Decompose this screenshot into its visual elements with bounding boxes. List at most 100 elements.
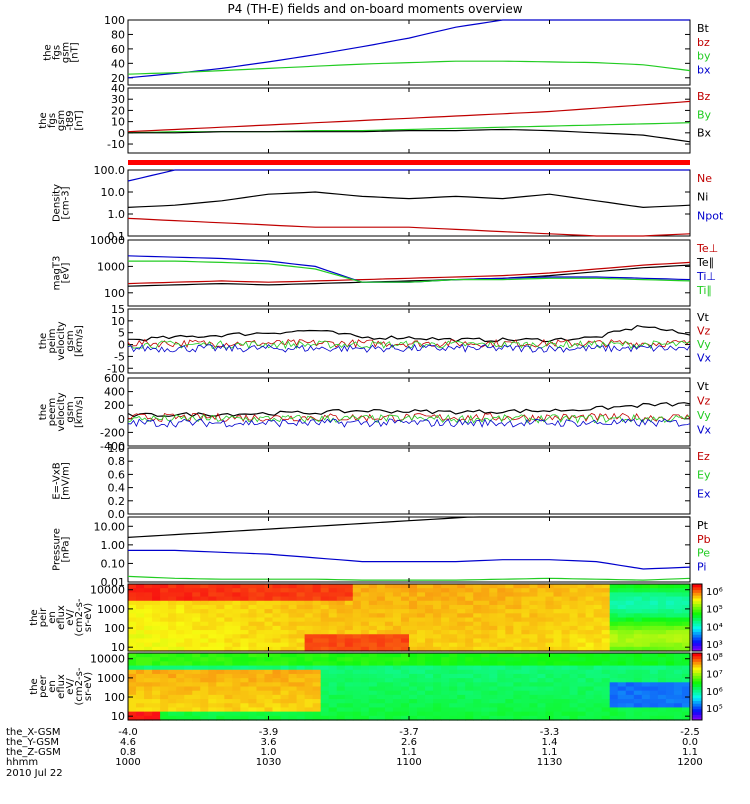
- p10-spectrogram-cell: [457, 682, 466, 688]
- p9-spectrogram-cell: [336, 584, 346, 589]
- p9-spectrogram-cell: [176, 604, 185, 610]
- p9-spectrogram-cell: [208, 584, 217, 589]
- p10-spectrogram-cell: [569, 715, 579, 721]
- p10-spectrogram-cell: [248, 682, 258, 688]
- p9-spectrogram-cell: [601, 617, 611, 623]
- p10-spectrogram-cell: [400, 715, 410, 721]
- p10-spectrogram-cell: [489, 707, 498, 713]
- p9-spectrogram-cell: [376, 621, 386, 627]
- p10-spectrogram-cell: [497, 657, 506, 662]
- p10-spectrogram-cell: [625, 694, 635, 700]
- p10-spectrogram-cell: [585, 694, 595, 700]
- p10-spectrogram-cell: [376, 690, 386, 696]
- p10-colorbar-label: 10⁸: [706, 652, 723, 663]
- p10-spectrogram-cell: [392, 694, 402, 700]
- p10-spectrogram-cell: [232, 669, 241, 675]
- p9-spectrogram-cell: [681, 646, 691, 652]
- p9-spectrogram-cell: [553, 621, 563, 627]
- p10-spectrogram-cell: [168, 703, 177, 709]
- p10-spectrogram-cell: [585, 669, 595, 675]
- p8-legend-Pi: Pi: [697, 560, 706, 573]
- p9-spectrogram-cell: [441, 604, 450, 610]
- p10-spectrogram-cell: [248, 711, 258, 717]
- p9-spectrogram-cell: [352, 613, 362, 619]
- p9-spectrogram-cell: [433, 604, 442, 610]
- p9-spectrogram-cell: [561, 596, 571, 602]
- p10-spectrogram-cell: [368, 711, 378, 717]
- p9-spectrogram-cell: [657, 621, 667, 627]
- p9-spectrogram-cell: [505, 600, 514, 606]
- p10-spectrogram-cell: [569, 703, 579, 709]
- p9-spectrogram-cell: [465, 642, 474, 648]
- p9-spectrogram-cell: [593, 646, 603, 652]
- p9-spectrogram-cell: [216, 634, 225, 640]
- p9-spectrogram-cell: [208, 592, 217, 598]
- p10-spectrogram-cell: [336, 678, 346, 683]
- p10-colorbar-segment: [692, 683, 702, 687]
- p10-spectrogram-cell: [272, 694, 282, 700]
- p9-spectrogram-cell: [360, 592, 370, 598]
- p9-spectrogram-cell: [384, 588, 394, 593]
- p9-spectrogram-cell: [168, 638, 177, 644]
- p9-spectrogram-cell: [304, 584, 314, 589]
- p10-spectrogram-cell: [272, 711, 282, 717]
- p8-frame: [127, 516, 691, 583]
- p10-spectrogram-cell: [417, 669, 426, 675]
- p9-spectrogram-cell: [513, 634, 522, 640]
- p10-spectrogram-cell: [216, 711, 225, 717]
- p9-spectrogram-cell: [352, 596, 362, 602]
- p10-spectrogram-cell: [545, 669, 555, 675]
- p9-spectrogram-cell: [593, 642, 603, 648]
- p9-spectrogram-cell: [641, 604, 651, 610]
- p9-spectrogram-cell: [232, 588, 241, 593]
- p10-spectrogram-cell: [529, 715, 539, 721]
- p9-spectrogram-cell: [360, 584, 370, 589]
- p5-ytick-label: 10: [111, 315, 125, 328]
- p10-spectrogram-cell: [609, 690, 619, 696]
- p10-spectrogram-cell: [481, 653, 490, 658]
- p9-spectrogram-cell: [521, 638, 531, 644]
- p9-spectrogram-cell: [352, 609, 362, 614]
- p9-spectrogram-cell: [312, 584, 322, 589]
- p10-spectrogram-cell: [384, 653, 394, 658]
- p9-spectrogram-cell: [433, 630, 442, 635]
- p9-spectrogram-cell: [657, 600, 667, 606]
- p10-spectrogram-cell: [200, 699, 209, 704]
- p10-spectrogram-cell: [617, 669, 627, 675]
- p9-spectrogram-cell: [409, 621, 418, 627]
- p10-spectrogram-cell: [441, 657, 450, 662]
- p10-spectrogram-cell: [449, 673, 458, 679]
- p10-spectrogram-cell: [425, 661, 434, 667]
- p9-spectrogram-cell: [200, 617, 209, 623]
- p9-spectrogram-cell: [248, 609, 258, 614]
- p10-spectrogram-cell: [280, 711, 290, 717]
- p9-spectrogram-cell: [649, 596, 659, 602]
- p10-spectrogram-cell: [312, 661, 322, 667]
- p9-spectrogram-cell: [224, 609, 233, 614]
- p10-spectrogram-cell: [200, 703, 209, 709]
- p9-spectrogram-cell: [577, 617, 587, 623]
- p10-spectrogram-cell: [473, 707, 482, 713]
- p9-spectrogram-cell: [529, 592, 539, 598]
- p9-spectrogram-cell: [553, 630, 563, 635]
- p9-spectrogram-cell: [545, 609, 555, 614]
- p9-colorbar-segment: [692, 617, 702, 621]
- p7-ylabel: E=-VxB: [52, 462, 63, 499]
- p9-spectrogram-cell: [473, 638, 482, 644]
- p9-spectrogram-cell: [400, 617, 410, 623]
- p9-spectrogram-cell: [248, 600, 258, 606]
- p10-spectrogram-cell: [585, 673, 595, 679]
- p9-spectrogram-cell: [497, 588, 506, 593]
- p10-spectrogram-cell: [280, 707, 290, 713]
- p9-spectrogram-cell: [553, 596, 563, 602]
- p3-ytick-label: 100.0: [94, 164, 126, 177]
- p9-spectrogram-cell: [585, 646, 595, 652]
- p9-spectrogram-cell: [537, 588, 547, 593]
- p9-spectrogram-cell: [473, 609, 482, 614]
- p10-spectrogram-cell: [521, 715, 531, 721]
- p9-spectrogram-cell: [625, 596, 635, 602]
- p9-spectrogram-cell: [521, 613, 531, 619]
- p10-spectrogram-cell: [344, 699, 354, 704]
- p4-legend-Ti∥: Ti∥: [696, 284, 712, 297]
- p10-spectrogram-cell: [256, 673, 266, 679]
